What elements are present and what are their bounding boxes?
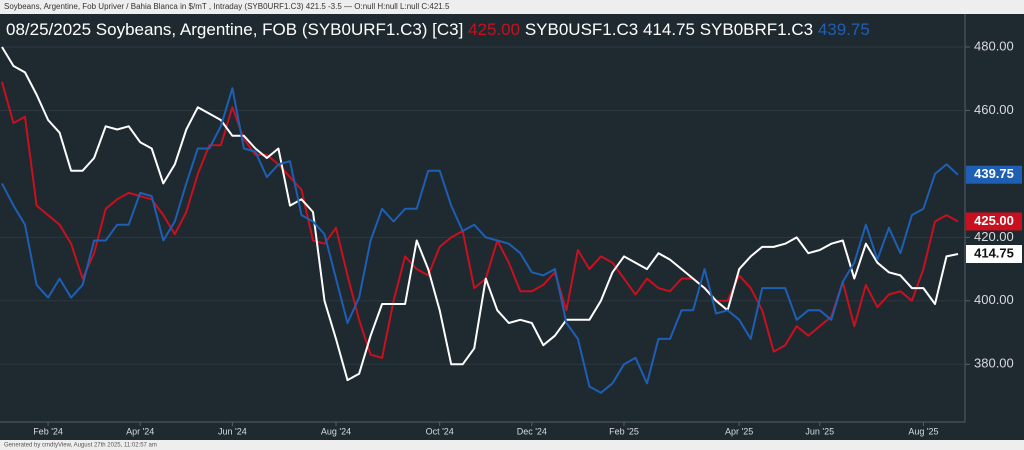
x-tick-label: Oct '24 xyxy=(426,426,454,436)
y-tick-label: 420.00 xyxy=(974,229,1014,244)
x-tick-label: Feb '25 xyxy=(609,426,639,436)
y-tick-label: 400.00 xyxy=(974,292,1014,307)
last-value: 439.75 xyxy=(818,20,870,39)
last-value-box xyxy=(966,212,1022,231)
legend-entry: SYB0BRF1.C3 xyxy=(700,20,813,39)
footer-text: Generated by cmdtyView, August 27th 2025… xyxy=(4,443,157,449)
line-series xyxy=(1,81,959,359)
x-tick-label: Apr '25 xyxy=(725,426,753,436)
last-value: 414.75 xyxy=(643,20,695,39)
last-value-label: 425.00 xyxy=(974,213,1014,228)
chart-title: 08/25/2025 Soybeans, Argentine, FOB (SYB… xyxy=(6,20,870,39)
x-tick-label: Feb '24 xyxy=(33,426,63,436)
last-value-box xyxy=(966,165,1022,184)
header-bar xyxy=(0,0,1024,14)
x-tick-label: Jun '24 xyxy=(218,426,247,436)
x-tick-label: Aug '24 xyxy=(321,426,351,436)
title: 08/25/2025 Soybeans, Argentine, FOB (SYB… xyxy=(6,20,463,39)
y-tick-label: 460.00 xyxy=(974,102,1014,117)
x-tick-label: Jun '25 xyxy=(805,426,834,436)
last-value-label: 414.75 xyxy=(974,245,1014,260)
line-series xyxy=(1,87,959,394)
x-tick-label: Apr '24 xyxy=(126,426,154,436)
line-series xyxy=(1,46,959,382)
last-value: 425.00 xyxy=(468,20,520,39)
x-tick-label: Dec '24 xyxy=(517,426,547,436)
y-tick-label: 480.00 xyxy=(974,38,1014,53)
last-value-label: 439.75 xyxy=(974,166,1014,181)
legend-entry: SYB0USF1.C3 xyxy=(525,20,638,39)
y-tick-label: 380.00 xyxy=(974,356,1014,371)
header-text: Soybeans, Argentine, Fob Upriver / Bahia… xyxy=(4,2,450,11)
last-value-box xyxy=(966,245,1022,264)
footer-bar xyxy=(0,440,1024,450)
x-tick-label: Aug '25 xyxy=(908,426,938,436)
